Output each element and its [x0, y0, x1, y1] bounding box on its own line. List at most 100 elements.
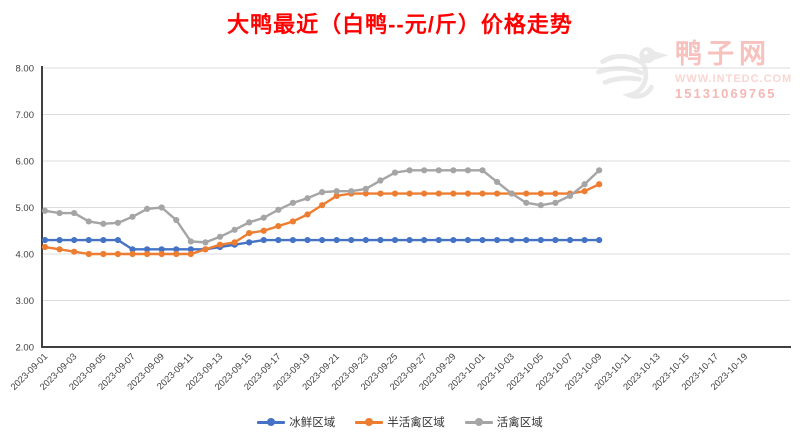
data-point	[493, 236, 501, 244]
data-point	[71, 209, 78, 217]
legend-label-banhuoqin: 半活禽区域	[387, 417, 445, 429]
data-point	[275, 206, 282, 213]
data-point	[100, 250, 107, 258]
data-point	[100, 220, 107, 227]
data-point	[158, 250, 165, 258]
data-point	[508, 190, 515, 197]
data-point	[391, 169, 399, 176]
data-point	[304, 211, 311, 218]
y-tick-label: 7.00	[16, 110, 35, 121]
data-point	[100, 236, 107, 244]
data-point	[596, 167, 603, 174]
data-point	[596, 181, 603, 188]
data-point	[289, 199, 297, 206]
data-point	[114, 219, 122, 226]
watermark-phone: 15131069765	[675, 85, 777, 101]
data-point	[450, 167, 457, 174]
data-point	[173, 246, 180, 253]
data-point	[231, 226, 238, 233]
data-point	[216, 233, 224, 240]
legend-item-banhuoqin: 半活禽区域	[355, 414, 445, 430]
data-point	[231, 239, 238, 246]
data-point	[71, 236, 78, 244]
data-point	[260, 214, 267, 221]
data-point	[41, 236, 49, 244]
data-point	[129, 250, 136, 258]
data-point	[391, 190, 399, 197]
data-point	[260, 227, 267, 234]
data-point	[493, 190, 501, 197]
data-point	[450, 190, 457, 197]
data-point	[435, 190, 442, 197]
data-point	[362, 185, 369, 192]
data-point	[464, 190, 472, 197]
data-point	[216, 241, 224, 248]
y-tick-label: 8.00	[16, 64, 35, 75]
y-tick-label: 2.00	[16, 343, 35, 354]
data-point	[581, 236, 588, 244]
data-point	[523, 190, 530, 197]
data-point	[333, 188, 340, 195]
data-point	[129, 213, 136, 220]
data-point	[377, 190, 384, 197]
data-point	[202, 246, 209, 253]
data-point	[143, 205, 151, 212]
data-point	[450, 236, 457, 244]
data-point	[246, 229, 253, 237]
data-point	[566, 192, 574, 199]
data-point	[406, 190, 413, 197]
data-point	[377, 236, 384, 244]
y-axis-labels: 8.00 7.00 6.00 5.00 4.00 3.00 2.00	[16, 64, 35, 354]
data-point	[464, 167, 472, 174]
data-point	[41, 207, 49, 214]
data-point	[56, 209, 63, 217]
data-point	[391, 236, 399, 244]
price-trend-line-chart: 8.00 7.00 6.00 5.00 4.00 3.00 2.002023-09-0120…	[9, 64, 791, 392]
data-point	[348, 236, 355, 244]
data-point	[333, 236, 340, 244]
data-point	[537, 190, 544, 197]
legend-item-huoqin: 活禽区域	[464, 414, 543, 430]
data-point	[479, 167, 486, 174]
data-point	[537, 202, 544, 209]
data-point	[143, 250, 151, 258]
y-tick-label: 5.00	[16, 203, 35, 214]
data-point	[275, 223, 282, 230]
data-point	[114, 236, 122, 244]
data-point	[246, 219, 253, 226]
data-point	[493, 178, 501, 186]
watermark-text: 鸭子网 WWW.INTEDC.COM 15131069765	[675, 34, 793, 101]
data-point	[523, 199, 530, 206]
data-point	[318, 189, 326, 196]
data-point	[71, 248, 78, 255]
data-point	[479, 190, 486, 197]
data-point	[596, 236, 603, 244]
data-point	[41, 243, 49, 251]
data-point	[85, 236, 92, 244]
data-point	[318, 202, 326, 209]
data-point	[479, 236, 486, 244]
data-point	[260, 236, 267, 244]
watermark-website: WWW.INTEDC.COM	[675, 72, 793, 85]
series-半活禽区域	[41, 181, 603, 258]
data-point	[377, 177, 384, 184]
data-point	[129, 246, 136, 253]
axes	[41, 66, 791, 348]
x-axis-labels: 2023-09-012023-09-032023-09-052023-09-07…	[9, 351, 750, 392]
y-tick-label: 3.00	[16, 296, 35, 307]
data-point	[85, 218, 92, 225]
data-point	[173, 250, 180, 258]
data-point	[406, 236, 413, 244]
data-point	[158, 204, 165, 211]
data-point	[275, 236, 282, 244]
data-point	[581, 181, 588, 188]
data-point	[552, 199, 559, 206]
data-point	[362, 190, 369, 197]
data-point	[464, 236, 472, 244]
data-point	[304, 195, 311, 202]
data-point	[173, 216, 180, 224]
data-point	[421, 190, 428, 197]
data-point	[348, 188, 355, 195]
data-point	[406, 167, 413, 174]
